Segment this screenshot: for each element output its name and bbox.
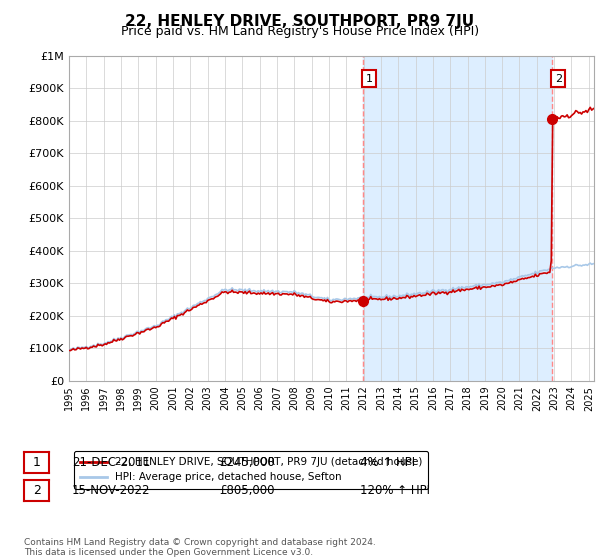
Bar — [363, 56, 552, 381]
Text: 21-DEC-2011: 21-DEC-2011 — [72, 456, 151, 469]
Text: 1: 1 — [32, 456, 41, 469]
Text: 2: 2 — [554, 74, 562, 84]
Text: 4% ↑ HPI: 4% ↑ HPI — [360, 456, 415, 469]
Text: 22, HENLEY DRIVE, SOUTHPORT, PR9 7JU: 22, HENLEY DRIVE, SOUTHPORT, PR9 7JU — [125, 14, 475, 29]
Text: 1: 1 — [365, 74, 373, 84]
Text: 15-NOV-2022: 15-NOV-2022 — [72, 484, 151, 497]
Text: Contains HM Land Registry data © Crown copyright and database right 2024.
This d: Contains HM Land Registry data © Crown c… — [24, 538, 376, 557]
Text: £805,000: £805,000 — [219, 484, 275, 497]
Text: 2: 2 — [32, 484, 41, 497]
Text: 120% ↑ HPI: 120% ↑ HPI — [360, 484, 430, 497]
Text: £245,000: £245,000 — [219, 456, 275, 469]
Text: Price paid vs. HM Land Registry's House Price Index (HPI): Price paid vs. HM Land Registry's House … — [121, 25, 479, 38]
Legend: 22, HENLEY DRIVE, SOUTHPORT, PR9 7JU (detached house), HPI: Average price, detac: 22, HENLEY DRIVE, SOUTHPORT, PR9 7JU (de… — [74, 451, 428, 489]
